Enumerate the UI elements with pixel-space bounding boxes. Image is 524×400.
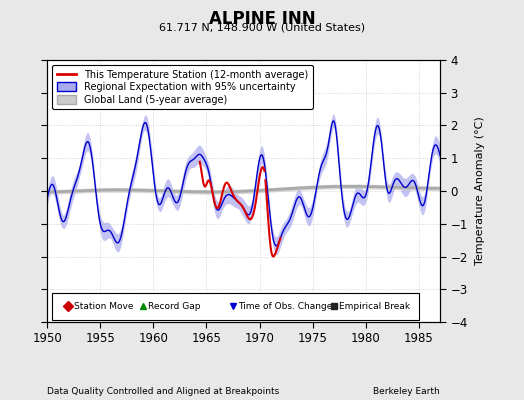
Text: Time of Obs. Change: Time of Obs. Change	[238, 302, 333, 311]
Legend: This Temperature Station (12-month average), Regional Expectation with 95% uncer: This Temperature Station (12-month avera…	[52, 65, 313, 110]
Y-axis label: Temperature Anomaly (°C): Temperature Anomaly (°C)	[475, 117, 485, 265]
Text: ALPINE INN: ALPINE INN	[209, 10, 315, 28]
Text: Berkeley Earth: Berkeley Earth	[374, 387, 440, 396]
Text: Record Gap: Record Gap	[148, 302, 201, 311]
Bar	[52, 292, 419, 320]
Text: Data Quality Controlled and Aligned at Breakpoints: Data Quality Controlled and Aligned at B…	[47, 387, 279, 396]
Text: Empirical Break: Empirical Break	[339, 302, 410, 311]
Text: Station Move: Station Move	[74, 302, 133, 311]
Text: 61.717 N, 148.900 W (United States): 61.717 N, 148.900 W (United States)	[159, 22, 365, 32]
